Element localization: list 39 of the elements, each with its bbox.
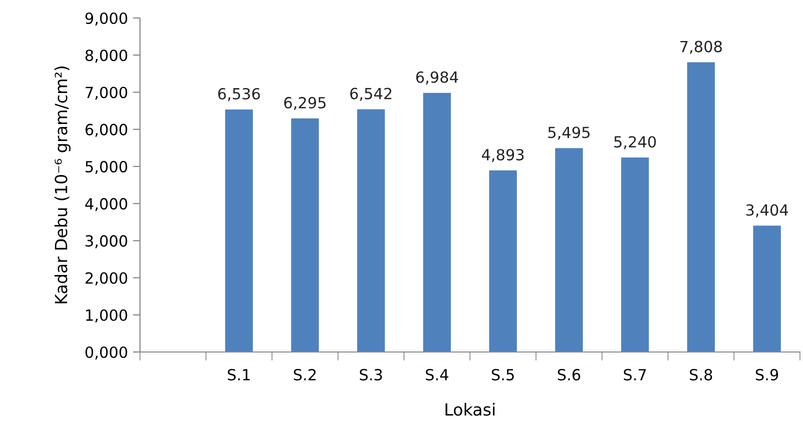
y-tick-label: 5,000 [86, 160, 128, 174]
x-tick-label: S.2 [294, 368, 316, 380]
y-tick-label: 9,000 [85, 12, 128, 26]
bar [489, 170, 517, 352]
x-tick-label: S.5 [492, 368, 514, 380]
x-tick-label: S.8 [690, 368, 712, 380]
data-label: 5,240 [614, 136, 656, 150]
bar [357, 109, 385, 352]
data-label: 6,536 [218, 88, 260, 102]
x-tick-label: S.4 [426, 368, 448, 380]
x-tick-label: S.6 [558, 368, 580, 380]
data-label: 5,495 [548, 126, 590, 140]
y-tick-label: 4,000 [85, 198, 128, 212]
bar [687, 62, 715, 352]
y-axis-title: Kadar Debu (10⁻⁶ gram/cm²) [54, 66, 71, 304]
y-tick-label: 6,000 [86, 124, 128, 137]
data-label: 3,404 [746, 204, 788, 218]
x-tick-label: S.1 [228, 368, 250, 380]
y-tick-label: 2,000 [86, 272, 128, 286]
x-tick-label: S.9 [756, 368, 778, 380]
x-axis-title: Lokasi [446, 402, 494, 416]
y-tick-label: 0,000 [85, 346, 128, 360]
data-label: 6,542 [350, 88, 392, 101]
data-label: 6,295 [284, 96, 326, 110]
bar [225, 109, 253, 352]
bar [753, 226, 781, 352]
bar [555, 148, 583, 352]
y-tick-label: 1,000 [86, 309, 128, 322]
data-label: 7,808 [680, 40, 722, 54]
y-tick-label: 8,000 [85, 50, 128, 63]
bar [423, 92, 451, 352]
x-tick-label: S.7 [624, 368, 646, 380]
data-label: 6,984 [416, 71, 458, 84]
x-tick-label: S.3 [360, 368, 382, 380]
y-tick-label: 7,000 [86, 86, 128, 100]
data-label: 4,893 [482, 148, 524, 162]
bar [291, 118, 319, 352]
bar [621, 158, 649, 352]
y-tick-label: 3,000 [86, 235, 128, 248]
